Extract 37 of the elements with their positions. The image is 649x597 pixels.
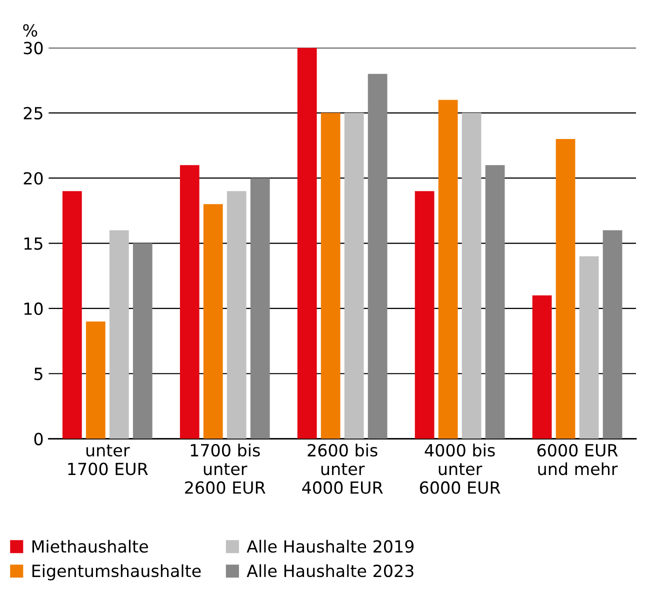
bar bbox=[438, 100, 458, 439]
bar bbox=[368, 74, 388, 439]
bar bbox=[226, 191, 246, 439]
x-tick-label: 6000 EUR und mehr bbox=[537, 444, 618, 476]
legend-label: Alle Haushalte 2023 bbox=[246, 564, 414, 578]
y-tick-label: 15 bbox=[24, 237, 42, 250]
bar bbox=[250, 178, 270, 439]
legend-label: Alle Haushalte 2019 bbox=[246, 540, 414, 553]
bar bbox=[462, 112, 482, 439]
bar bbox=[344, 112, 364, 439]
bar bbox=[532, 295, 552, 439]
y-tick-label: 5 bbox=[34, 368, 42, 380]
y-tick-label: 10 bbox=[24, 302, 43, 316]
bar bbox=[62, 191, 82, 439]
bar bbox=[86, 321, 106, 439]
y-tick-label: 20 bbox=[24, 172, 43, 185]
bar bbox=[556, 139, 576, 439]
y-tick-label: 0 bbox=[34, 432, 43, 446]
x-tick-label: 1700 bis unter 2600 EUR bbox=[185, 444, 266, 494]
y-tick-label: 25 bbox=[24, 106, 42, 120]
legend-label: Eigentumshaushalte bbox=[32, 564, 201, 580]
bar bbox=[602, 230, 622, 439]
x-tick-label: 2600 bis unter 4000 EUR bbox=[302, 444, 383, 494]
bar bbox=[132, 243, 152, 439]
bar bbox=[203, 204, 223, 439]
bar bbox=[414, 191, 434, 439]
y-axis-title: % bbox=[23, 24, 38, 37]
legend-label: Miethaushalte bbox=[32, 540, 148, 553]
y-tick-label: 30 bbox=[24, 42, 43, 54]
x-tick-label: unter 1700 EUR bbox=[68, 444, 148, 476]
bar bbox=[320, 112, 340, 439]
bar bbox=[297, 48, 317, 439]
bar bbox=[109, 230, 129, 439]
bar bbox=[180, 165, 200, 439]
bar bbox=[579, 256, 599, 439]
bar bbox=[485, 165, 505, 439]
x-tick-label: 4000 bis unter 6000 EUR bbox=[420, 444, 500, 494]
